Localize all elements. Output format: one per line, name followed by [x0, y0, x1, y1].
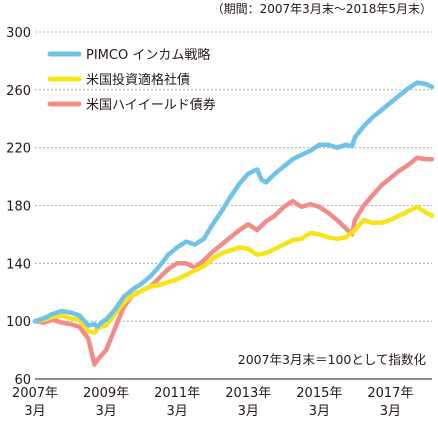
x-tick-month: 3月 — [380, 404, 401, 419]
x-tick-month: 3月 — [95, 404, 116, 419]
x-tick-month: 3月 — [167, 404, 188, 419]
y-tick-label: 140 — [6, 257, 31, 272]
y-tick-label: 100 — [6, 315, 31, 330]
legend-label: PIMCO インカム戦略 — [86, 47, 210, 63]
series-line — [32, 204, 435, 335]
x-tick-month: 3月 — [238, 404, 259, 419]
legend-label: 米国ハイイールド債券 — [86, 97, 216, 113]
x-tick-year: 2009年 — [83, 386, 129, 401]
x-tick-year: 2013年 — [225, 386, 271, 401]
x-tick-labels: 2007年 3月 2009年 3月 2011年 3月 2013年 3月 2015年 3月 2017年… — [12, 386, 414, 419]
y-tick-label: 300 — [6, 26, 31, 41]
x-tick-year: 2011年 — [154, 386, 200, 401]
series-line — [32, 155, 435, 367]
x-tick-month: 3月 — [309, 404, 330, 419]
x-tick-year: 2015年 — [296, 386, 342, 401]
x-tick-year: 2007年 — [12, 386, 58, 401]
series-lines — [32, 80, 435, 367]
y-tick-label: 220 — [6, 142, 31, 157]
legend-label: 米国投資適格社債 — [86, 72, 190, 88]
y-tick-label: 180 — [6, 200, 31, 215]
index-note: 2007年3月末＝100として指数化 — [238, 352, 427, 367]
y-tick-label: 60 — [14, 373, 31, 388]
period-label: （期間：2007年3月末〜2018年5月末） — [211, 2, 432, 16]
series-line — [32, 80, 435, 330]
x-tick-year: 2017年 — [367, 386, 413, 401]
y-tick-label: 260 — [6, 84, 31, 99]
y-tick-labels: 60 100 140 180 220 260 300 — [6, 26, 31, 388]
x-tick-month: 3月 — [24, 404, 45, 419]
